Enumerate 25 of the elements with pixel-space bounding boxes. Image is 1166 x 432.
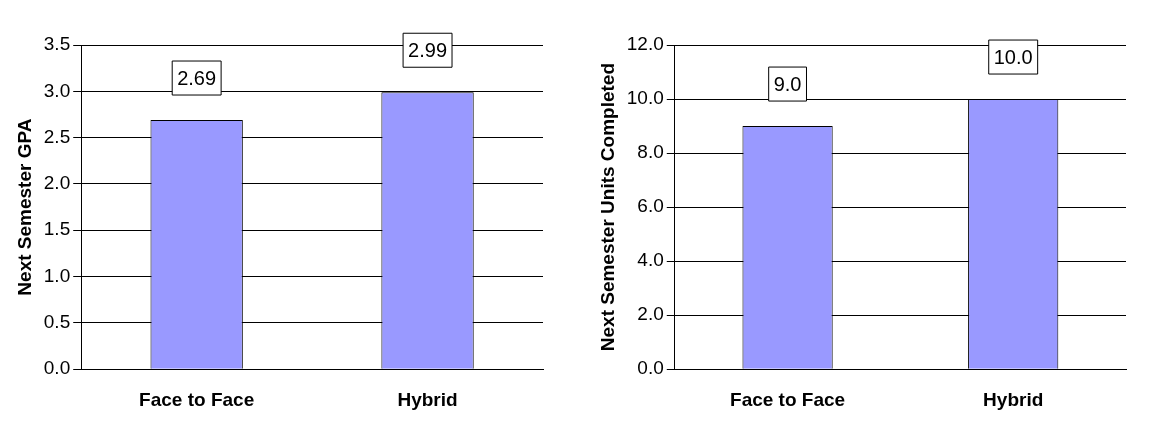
x-tick-label: Hybrid — [397, 388, 458, 410]
x-tick-label: Face to Face — [139, 388, 255, 410]
x-tick-label: Hybrid — [983, 388, 1044, 410]
y-axis-title: Next Semester Units Completed — [596, 62, 618, 352]
y-tick-label: 6.0 — [637, 195, 664, 217]
y-tick-label: 3.0 — [43, 79, 71, 101]
y-tick-label: 4.0 — [637, 249, 664, 271]
y-tick-label: 12.0 — [626, 33, 664, 55]
y-tick-label: 0.5 — [43, 311, 71, 333]
y-tick-label: 2.0 — [637, 303, 664, 325]
y-tick-label: 3.5 — [43, 33, 71, 55]
y-tick-label: 1.5 — [43, 218, 71, 240]
y-tick-label: 0.0 — [637, 357, 664, 379]
y-tick-label: 2.0 — [43, 172, 71, 194]
data-label: 10.0 — [993, 45, 1033, 68]
y-tick-label: 8.0 — [637, 141, 664, 163]
data-label: 2.69 — [177, 66, 217, 89]
y-tick-label: 0.0 — [43, 357, 71, 379]
y-axis-title: Next Semester GPA — [13, 118, 35, 296]
data-label: 2.99 — [408, 38, 448, 61]
y-tick-label: 2.5 — [43, 125, 71, 147]
data-label: 9.0 — [773, 72, 802, 95]
y-tick-label: 10.0 — [626, 87, 664, 109]
y-tick-label: 1.0 — [43, 264, 71, 286]
x-tick-label: Face to Face — [730, 388, 846, 410]
